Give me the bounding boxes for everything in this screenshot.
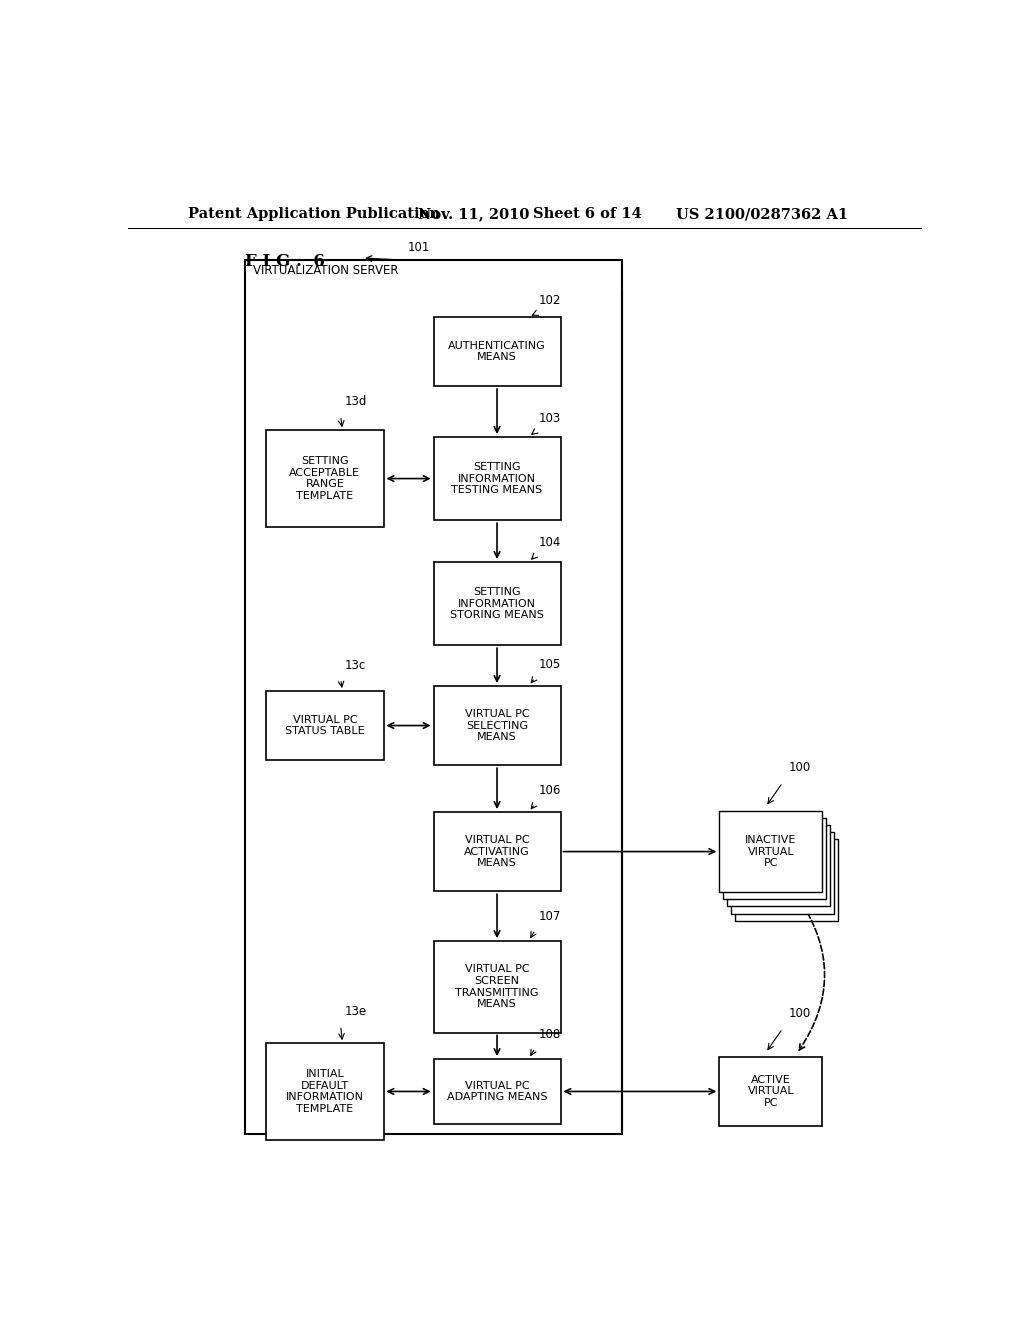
Text: Patent Application Publication: Patent Application Publication [187,207,439,222]
Text: 104: 104 [539,536,561,549]
Text: 106: 106 [539,784,561,797]
Text: F I G .  6: F I G . 6 [246,253,326,269]
Text: 103: 103 [539,412,561,425]
FancyBboxPatch shape [433,812,560,891]
FancyBboxPatch shape [266,1043,384,1139]
Text: AUTHENTICATING
MEANS: AUTHENTICATING MEANS [449,341,546,362]
Text: 102: 102 [539,294,561,306]
Text: 107: 107 [539,909,561,923]
Text: VIRTUAL PC
ACTIVATING
MEANS: VIRTUAL PC ACTIVATING MEANS [464,836,529,869]
FancyBboxPatch shape [246,260,622,1134]
Text: INACTIVE
VIRTUAL
PC: INACTIVE VIRTUAL PC [745,836,797,869]
Text: SETTING
ACCEPTABLE
RANGE
TEMPLATE: SETTING ACCEPTABLE RANGE TEMPLATE [290,457,360,502]
FancyBboxPatch shape [735,840,839,921]
Text: SETTING
INFORMATION
STORING MEANS: SETTING INFORMATION STORING MEANS [451,587,544,620]
FancyBboxPatch shape [433,437,560,520]
FancyBboxPatch shape [266,430,384,527]
Text: 13e: 13e [345,1006,367,1018]
Text: US 2100/0287362 A1: US 2100/0287362 A1 [676,207,848,222]
FancyBboxPatch shape [719,1057,822,1126]
Text: 13d: 13d [345,396,367,408]
Text: VIRTUALIZATION SERVER: VIRTUALIZATION SERVER [253,264,399,277]
Text: VIRTUAL PC
SCREEN
TRANSMITTING
MEANS: VIRTUAL PC SCREEN TRANSMITTING MEANS [456,965,539,1010]
FancyBboxPatch shape [433,317,560,385]
Text: VIRTUAL PC
STATUS TABLE: VIRTUAL PC STATUS TABLE [285,714,365,737]
Text: VIRTUAL PC
ADAPTING MEANS: VIRTUAL PC ADAPTING MEANS [446,1081,547,1102]
Text: 101: 101 [408,242,430,253]
Text: 105: 105 [539,657,561,671]
Text: 100: 100 [788,1007,811,1020]
Text: 108: 108 [539,1028,561,1040]
Text: 13c: 13c [345,659,366,672]
Text: ACTIVE
VIRTUAL
PC: ACTIVE VIRTUAL PC [748,1074,795,1107]
FancyBboxPatch shape [433,941,560,1032]
FancyBboxPatch shape [433,562,560,645]
Text: Sheet 6 of 14: Sheet 6 of 14 [532,207,641,222]
FancyBboxPatch shape [727,825,830,907]
FancyBboxPatch shape [433,686,560,766]
FancyBboxPatch shape [433,1059,560,1125]
FancyBboxPatch shape [731,833,835,913]
Text: 100: 100 [788,762,811,775]
FancyBboxPatch shape [266,690,384,760]
Text: Nov. 11, 2010: Nov. 11, 2010 [418,207,529,222]
Text: INITIAL
DEFAULT
INFORMATION
TEMPLATE: INITIAL DEFAULT INFORMATION TEMPLATE [286,1069,364,1114]
Text: SETTING
INFORMATION
TESTING MEANS: SETTING INFORMATION TESTING MEANS [452,462,543,495]
FancyBboxPatch shape [719,810,822,892]
FancyBboxPatch shape [723,818,826,899]
Text: VIRTUAL PC
SELECTING
MEANS: VIRTUAL PC SELECTING MEANS [465,709,529,742]
